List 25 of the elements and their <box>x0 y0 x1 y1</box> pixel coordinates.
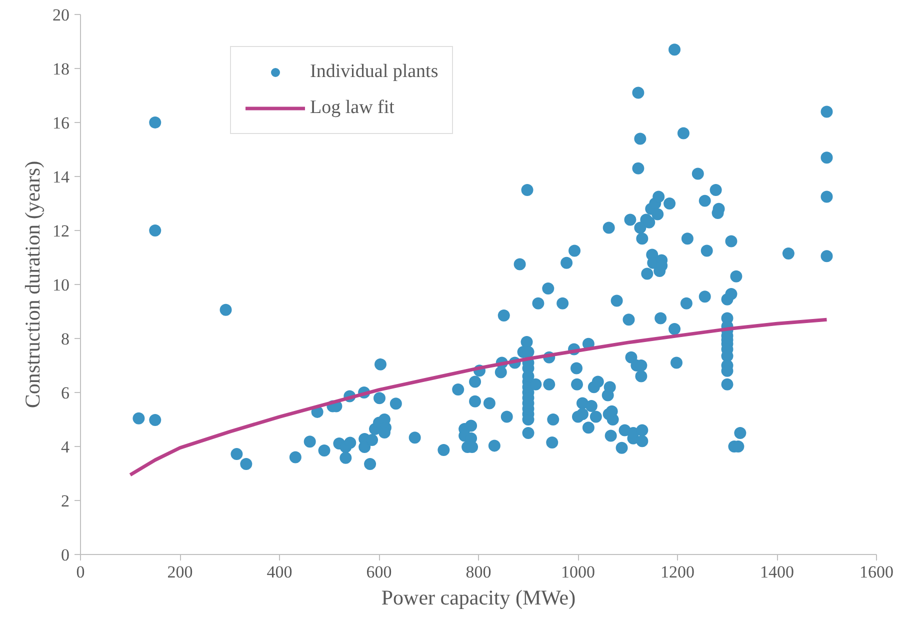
x-tick-label: 0 <box>76 562 85 582</box>
x-tick-label: 600 <box>366 562 392 582</box>
x-tick-label: 800 <box>466 562 492 582</box>
x-tick-label: 1000 <box>561 562 595 582</box>
y-tick-label: 0 <box>61 546 70 564</box>
y-tick-label: 18 <box>52 60 70 78</box>
y-tick-label: 6 <box>61 384 70 402</box>
line-series <box>128 318 828 477</box>
y-tick-label: 20 <box>52 6 70 24</box>
x-tick-label: 1400 <box>760 562 794 582</box>
y-tick-label: 12 <box>52 222 70 240</box>
x-axis-title: Power capacity (MWe) <box>381 586 576 610</box>
y-tick-label: 8 <box>61 330 70 348</box>
y-tick-label: 4 <box>61 438 70 456</box>
y-tick-label: 14 <box>52 168 70 186</box>
x-tick-label: 1200 <box>660 562 694 582</box>
y-tick-label: 2 <box>61 492 70 510</box>
x-tick-label: 400 <box>266 562 292 582</box>
y-tick-label: 16 <box>52 114 70 132</box>
y-axis-title: Construction duration (years) <box>20 160 44 408</box>
x-tick-label: 1600 <box>860 562 894 582</box>
y-tick-label: 10 <box>52 276 70 294</box>
legend-label: Individual plants <box>310 61 438 83</box>
x-tick-label: 200 <box>167 562 193 582</box>
legend-label: Log law fit <box>310 97 394 119</box>
